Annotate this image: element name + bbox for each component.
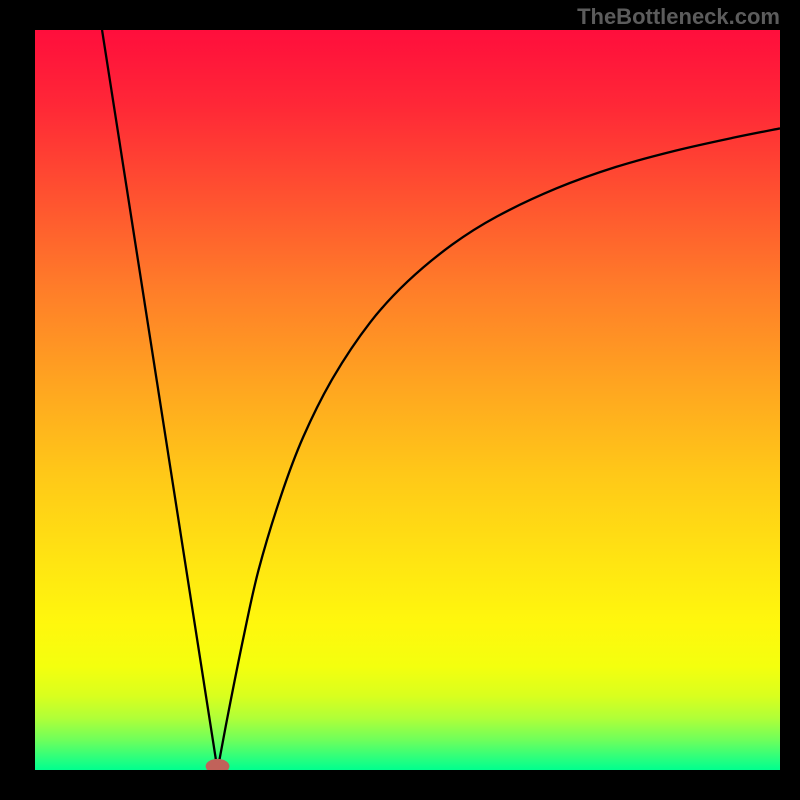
chart-frame: TheBottleneck.com	[0, 0, 800, 800]
plot-svg	[35, 30, 780, 770]
gradient-background	[35, 30, 780, 770]
watermark-text: TheBottleneck.com	[577, 4, 780, 30]
plot-area	[35, 30, 780, 770]
